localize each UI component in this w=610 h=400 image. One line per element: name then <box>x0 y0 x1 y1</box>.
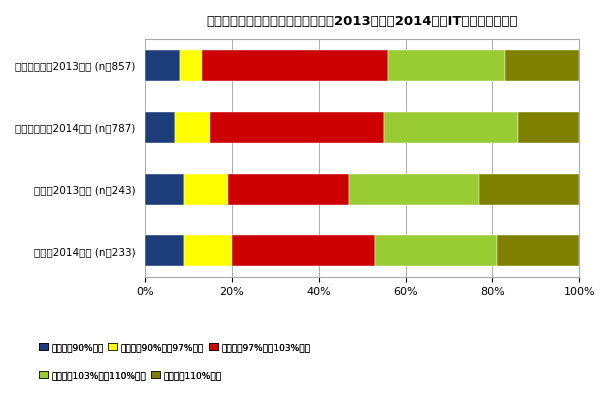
Bar <box>145 174 184 204</box>
Legend: 前年度比103%以上110%未満, 前年度比110%以上: 前年度比103%以上110%未満, 前年度比110%以上 <box>35 367 225 384</box>
Title: 中堪中小企業および大企業における2013年度～2014年度IT支出予算増減率: 中堪中小企業および大企業における2013年度～2014年度IT支出予算増減率 <box>206 15 518 28</box>
Bar <box>145 112 176 143</box>
Bar <box>176 112 210 143</box>
Bar <box>232 236 375 266</box>
Bar <box>228 174 349 204</box>
Bar <box>145 236 184 266</box>
Bar <box>518 112 579 143</box>
Bar <box>388 50 506 81</box>
Bar <box>184 174 228 204</box>
Legend: 前年度比90%未満, 前年度比90%以上97%未満, 前年度比97%以上103%未満: 前年度比90%未満, 前年度比90%以上97%未満, 前年度比97%以上103%… <box>35 339 314 356</box>
Bar <box>349 174 479 204</box>
Bar <box>506 50 579 81</box>
Bar <box>145 50 180 81</box>
Bar <box>497 236 579 266</box>
Bar <box>479 174 579 204</box>
Bar <box>201 50 388 81</box>
Bar <box>180 50 201 81</box>
Bar <box>384 112 518 143</box>
Bar <box>210 112 384 143</box>
Bar <box>375 236 497 266</box>
Bar <box>184 236 232 266</box>
